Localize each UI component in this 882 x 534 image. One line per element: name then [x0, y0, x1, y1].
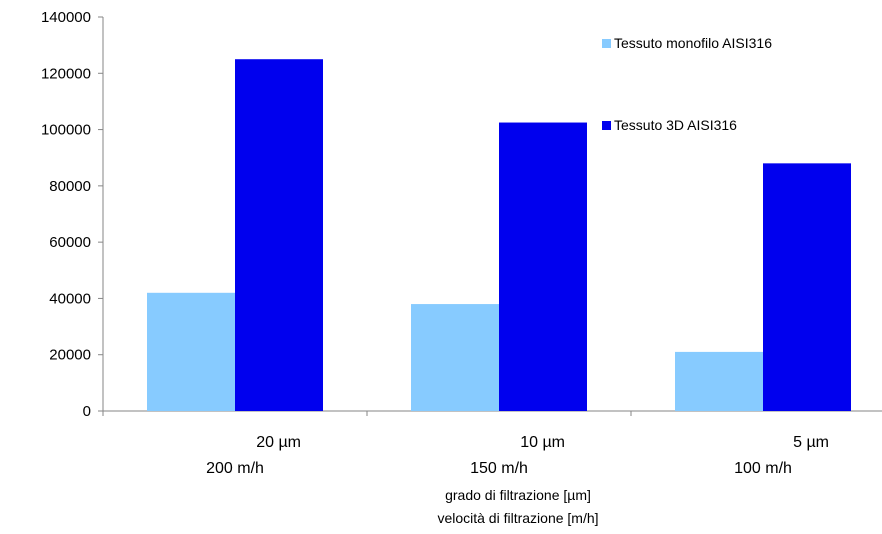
legend-label: Tessuto 3D AISI316	[614, 117, 737, 133]
legend-label: Tessuto monofilo AISI316	[614, 35, 772, 51]
y-tick-label: 20000	[49, 347, 91, 364]
y-tick-label: 40000	[49, 290, 91, 307]
category-sublabel: 200 m/h	[206, 460, 264, 477]
bar	[411, 304, 499, 411]
bar	[675, 351, 763, 411]
bar	[235, 59, 323, 411]
chart-axes: 0 20000 40000 60000 80000 100000 120000 140000	[41, 9, 882, 420]
category-label: 20 µm	[256, 434, 301, 451]
y-tick-label: 80000	[49, 178, 91, 195]
chart-legend: Tessuto monofilo AISI316 Tessuto 3D AISI3…	[602, 35, 772, 133]
legend-swatch	[602, 39, 611, 48]
bar	[763, 163, 851, 411]
bar	[147, 292, 235, 411]
category-label: 5 µm	[793, 434, 829, 451]
x-axis-label-line1: grado di filtrazione [µm]	[445, 487, 591, 503]
category-label: 10 µm	[520, 434, 565, 451]
bar	[499, 122, 587, 412]
legend-swatch	[602, 121, 611, 130]
category-sublabel: 100 m/h	[734, 460, 792, 477]
y-tick-label: 0	[83, 403, 91, 420]
category-sublabel: 150 m/h	[470, 460, 528, 477]
chart-bars	[147, 59, 851, 412]
y-tick-label: 60000	[49, 234, 91, 251]
y-tick-label: 100000	[41, 122, 91, 139]
y-tick-label: 140000	[41, 9, 91, 26]
y-tick-label: 120000	[41, 65, 91, 82]
x-axis-label-line2: velocità di filtrazione [m/h]	[437, 510, 598, 526]
